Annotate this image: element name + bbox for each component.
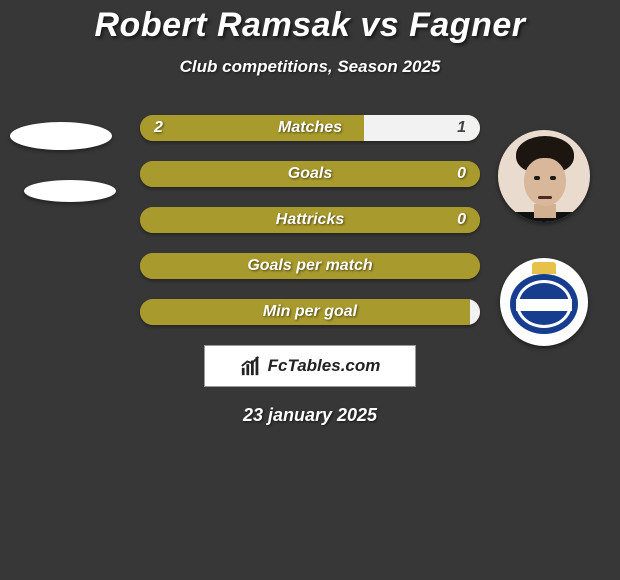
watermark-text: FcTables.com <box>268 356 381 376</box>
page-date: 23 january 2025 <box>0 405 620 426</box>
stat-row: 2 Matches 1 <box>140 115 480 141</box>
chart-icon <box>240 355 262 377</box>
stat-row: Hattricks 0 <box>140 207 480 233</box>
stats-container: 2 Matches 1 Goals 0 Hattricks 0 Goals per match… <box>140 115 480 325</box>
stat-label: Goals <box>288 165 332 183</box>
stat-left-value: 2 <box>154 119 163 137</box>
left-player-photo <box>10 122 112 150</box>
watermark: FcTables.com <box>204 345 416 387</box>
left-club-badge <box>24 180 116 202</box>
stat-row: Goals 0 <box>140 161 480 187</box>
stat-label: Min per goal <box>263 303 357 321</box>
stat-label: Goals per match <box>247 257 372 275</box>
page-title: Robert Ramsak vs Fagner <box>0 0 620 45</box>
stat-label: Hattricks <box>276 211 344 229</box>
stat-right-value: 0 <box>457 165 466 183</box>
stat-row: Min per goal <box>140 299 480 325</box>
stat-right-value: 1 <box>457 119 466 137</box>
page-subtitle: Club competitions, Season 2025 <box>0 57 620 77</box>
stat-label: Matches <box>278 119 342 137</box>
right-club-badge <box>500 258 588 346</box>
stat-row: Goals per match <box>140 253 480 279</box>
stat-right-value: 0 <box>457 211 466 229</box>
right-player-photo <box>498 130 590 222</box>
